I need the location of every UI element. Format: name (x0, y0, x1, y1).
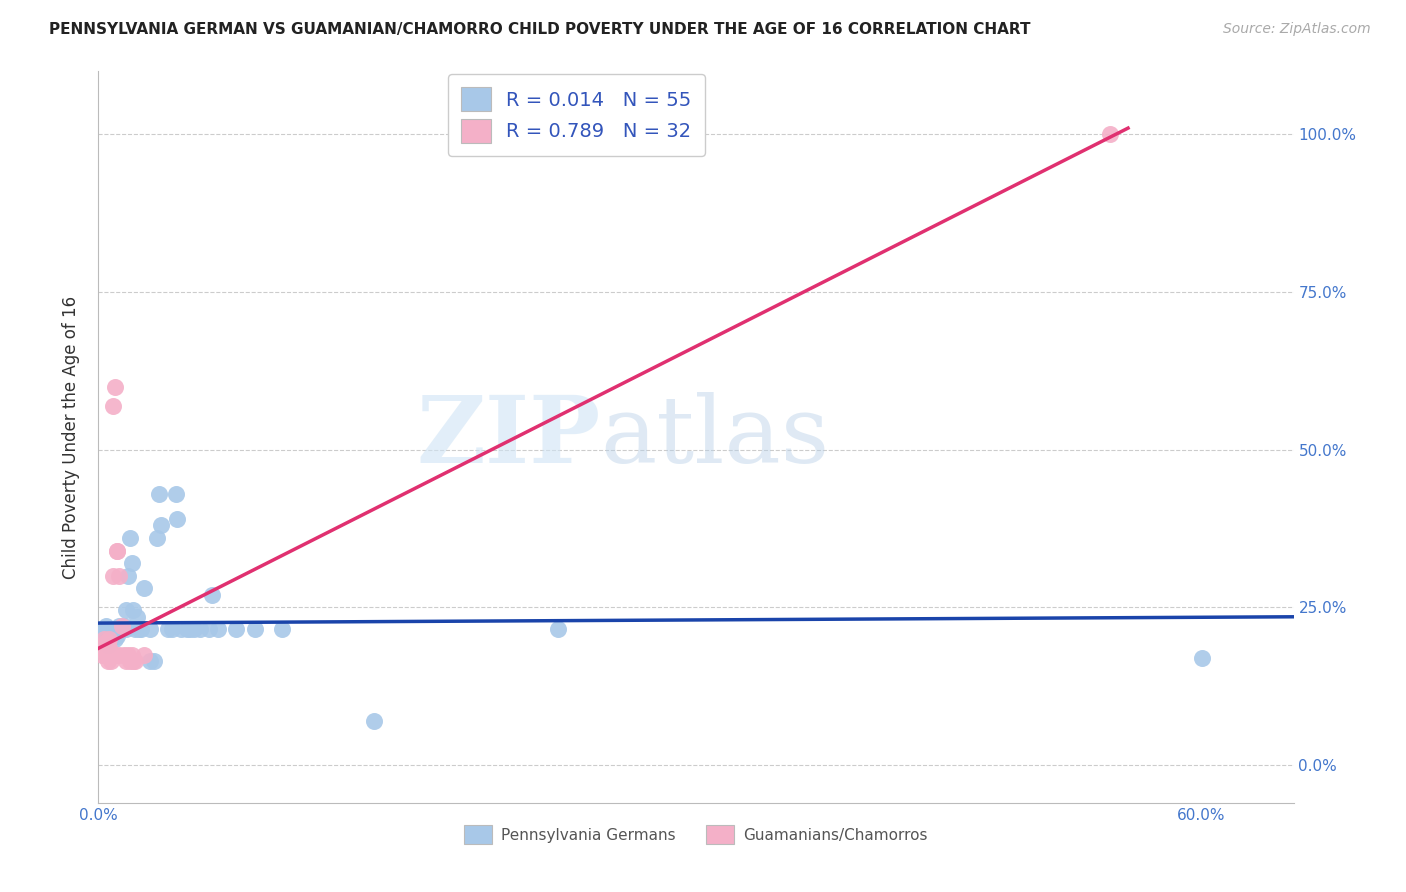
Point (105, 623, 128, 637)
Point (207, 623, 229, 637)
Point (94, 648, 117, 662)
Point (107, 648, 129, 662)
Point (197, 623, 219, 637)
Text: atlas: atlas (600, 392, 830, 482)
Point (115, 654, 138, 668)
Point (188, 623, 211, 637)
Point (93, 632, 115, 646)
Point (97, 623, 120, 637)
Point (146, 531, 169, 545)
Point (101, 399, 124, 413)
Point (201, 588, 224, 602)
Point (183, 623, 205, 637)
Point (97, 638, 120, 652)
Point (111, 619, 134, 633)
Legend: Pennsylvania Germans, Guamanians/Chamorros: Pennsylvania Germans, Guamanians/Chamorr… (458, 819, 934, 850)
Point (118, 654, 141, 668)
Point (94, 619, 117, 633)
Point (121, 556, 143, 570)
Point (98, 632, 121, 646)
Point (121, 648, 143, 662)
Point (139, 623, 162, 637)
Point (94, 632, 117, 646)
Point (111, 623, 134, 637)
Point (122, 654, 145, 668)
Point (243, 623, 266, 637)
Point (100, 623, 122, 637)
Point (101, 623, 124, 637)
Point (363, 714, 385, 728)
Point (166, 512, 188, 526)
Point (98, 625, 121, 640)
Point (93, 625, 115, 640)
Point (112, 619, 135, 633)
Point (117, 569, 139, 583)
Point (148, 487, 170, 501)
Point (100, 654, 122, 668)
Point (124, 654, 146, 668)
Point (157, 623, 180, 637)
Text: PENNSYLVANIA GERMAN VS GUAMANIAN/CHAMORRO CHILD POVERTY UNDER THE AGE OF 16 CORR: PENNSYLVANIA GERMAN VS GUAMANIAN/CHAMORR… (49, 22, 1031, 37)
Point (104, 632, 127, 646)
Point (94, 635, 117, 649)
Point (139, 654, 162, 668)
Point (107, 569, 129, 583)
Point (104, 648, 127, 662)
Point (98, 632, 121, 646)
Point (118, 531, 141, 545)
Point (105, 629, 128, 643)
Point (179, 623, 201, 637)
Point (124, 623, 146, 637)
Y-axis label: Child Poverty Under the Age of 16: Child Poverty Under the Age of 16 (62, 295, 80, 579)
Point (91, 648, 114, 662)
Text: ZIP: ZIP (416, 392, 600, 482)
Point (125, 609, 148, 624)
Point (93, 632, 115, 646)
Point (225, 623, 247, 637)
Point (160, 623, 183, 637)
Point (91, 638, 114, 652)
Point (107, 619, 129, 633)
Point (1098, 128, 1121, 142)
Point (142, 654, 165, 668)
Point (165, 487, 187, 501)
Point (110, 623, 132, 637)
Point (176, 623, 198, 637)
Point (115, 623, 138, 637)
Point (98, 641, 121, 656)
Point (134, 648, 156, 662)
Point (170, 623, 193, 637)
Point (104, 379, 127, 393)
Point (107, 623, 129, 637)
Point (115, 603, 138, 617)
Point (112, 648, 135, 662)
Point (128, 623, 150, 637)
Point (271, 623, 294, 637)
Point (91, 623, 114, 637)
Point (97, 654, 120, 668)
Point (1191, 650, 1213, 665)
Point (105, 543, 128, 558)
Point (547, 623, 569, 637)
Point (97, 635, 120, 649)
Point (101, 569, 124, 583)
Point (100, 648, 122, 662)
Point (97, 648, 120, 662)
Point (93, 641, 115, 656)
Point (129, 623, 152, 637)
Point (149, 518, 172, 533)
Point (100, 625, 122, 640)
Text: Source: ZipAtlas.com: Source: ZipAtlas.com (1223, 22, 1371, 37)
Point (98, 648, 121, 662)
Point (117, 648, 139, 662)
Point (122, 603, 145, 617)
Point (134, 582, 156, 596)
Point (105, 543, 128, 558)
